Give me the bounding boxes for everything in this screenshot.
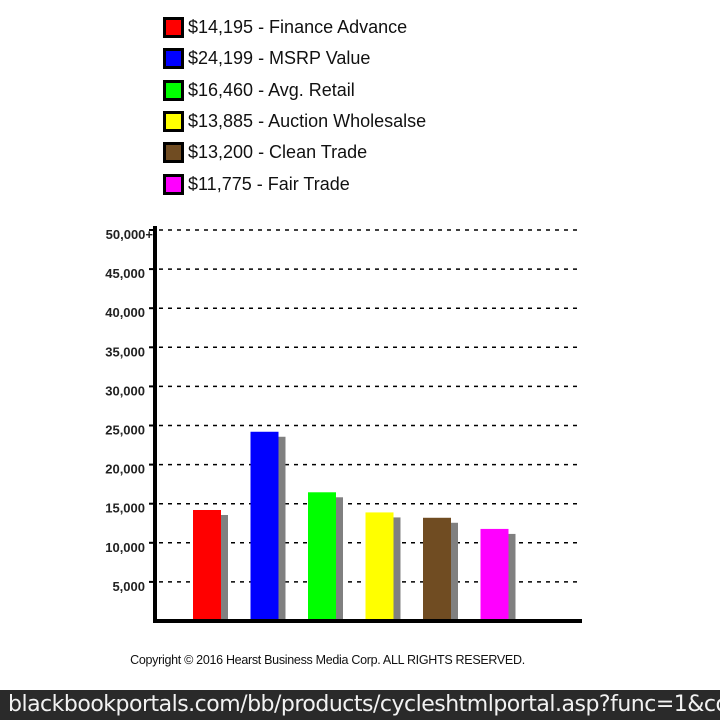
bar-shadow	[278, 436, 286, 621]
legend-item: $24,199 - MSRP Value	[163, 43, 426, 74]
y-tick-label: 15,000	[105, 501, 145, 516]
legend-swatch	[163, 79, 184, 101]
y-tick-label: 10,000	[105, 540, 145, 555]
bar-avg-retail	[308, 492, 336, 621]
legend-swatch	[163, 173, 184, 195]
y-tick-label: 5,000	[112, 579, 145, 594]
url-bar[interactable]: blackbookportals.com/bb/products/cyclesh…	[0, 690, 720, 720]
legend-item: $16,460 - Avg. Retail	[163, 75, 426, 106]
y-tick-label: 45,000	[105, 266, 145, 281]
bar-clean-trade	[423, 517, 451, 621]
bar-chart: 5,000 10,000 15,000 20,000 25,000 30,000 35,00…	[105, 226, 582, 623]
legend-item: $13,200 - Clean Trade	[163, 137, 426, 168]
legend-label: $24,199 - MSRP Value	[188, 48, 371, 69]
y-tick-label: 35,000	[105, 344, 145, 359]
legend-item: $13,885 - Auction Wholesalse	[163, 106, 426, 137]
y-tick-label: 20,000	[105, 462, 145, 477]
legend-label: $13,200 - Clean Trade	[188, 142, 368, 163]
bar-shadow	[336, 497, 343, 621]
copyright-text: Copyright © 2016 Hearst Business Media C…	[130, 653, 525, 667]
y-tick-label: 25,000	[105, 423, 145, 438]
legend-label: $16,460 - Avg. Retail	[188, 79, 355, 100]
legend-item: $11,775 - Fair Trade	[163, 168, 426, 199]
legend-item: $14,195 - Finance Advance	[163, 12, 426, 43]
legend-label: $11,775 - Fair Trade	[188, 173, 350, 194]
bar-shadow	[393, 517, 401, 621]
bar-msrp-value	[250, 431, 279, 621]
y-tick-label: 40,000	[105, 305, 145, 320]
y-tick-label: 50,000+	[106, 227, 154, 242]
legend-label: $13,885 - Auction Wholesalse	[188, 111, 427, 132]
url-text: blackbookportals.com/bb/products/cyclesh…	[8, 692, 720, 717]
legend-swatch	[163, 17, 184, 39]
legend-swatch	[163, 48, 184, 70]
y-tick-label: 30,000	[105, 383, 145, 398]
bar-finance-advance	[193, 509, 221, 621]
bar-shadow	[451, 522, 458, 621]
chart-legend: $14,195 - Finance Advance $24,199 - MSRP …	[163, 12, 426, 200]
bar-shadow	[508, 533, 516, 621]
legend-label: $14,195 - Finance Advance	[188, 17, 408, 38]
bar-shadow	[221, 514, 228, 621]
bar-auction-wholesalse	[365, 512, 394, 621]
bar-fair-trade	[480, 528, 509, 621]
legend-swatch	[163, 142, 184, 164]
legend-swatch	[163, 111, 184, 133]
